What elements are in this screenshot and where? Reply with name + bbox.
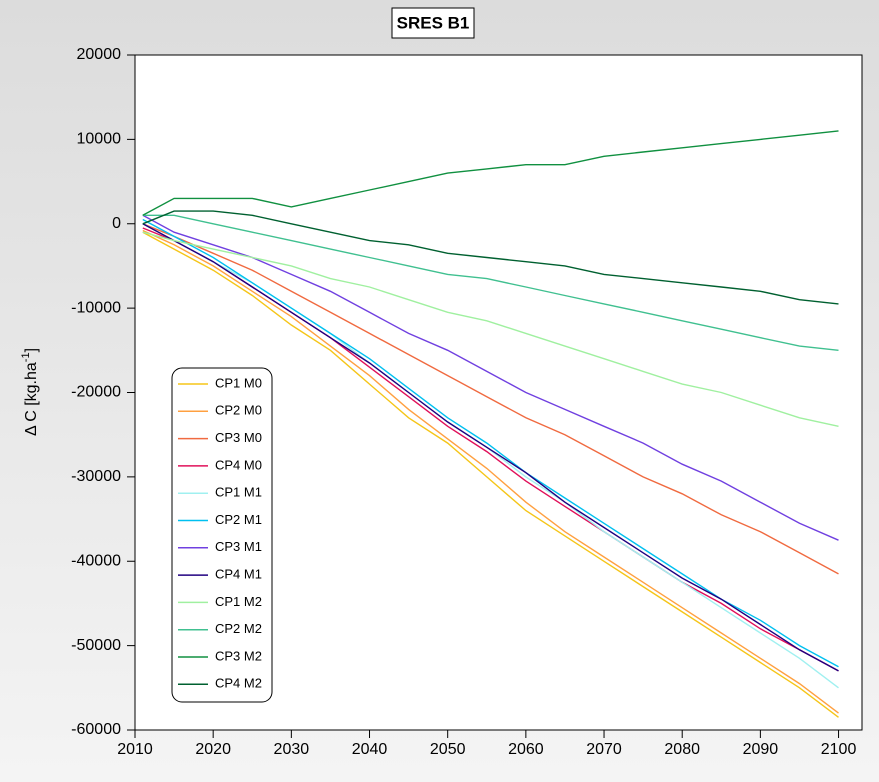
y-tick-label: -20000 xyxy=(71,384,121,401)
x-tick-label: 2080 xyxy=(664,741,700,758)
chart-title: SRES B1 xyxy=(397,13,470,32)
series-line xyxy=(142,229,839,714)
y-tick-label: 20000 xyxy=(77,46,122,63)
legend-box xyxy=(171,367,273,703)
legend-label: CP1 M2 xyxy=(215,594,262,609)
series-line xyxy=(142,214,839,351)
x-tick-label: 2090 xyxy=(743,741,779,758)
x-tick-label: 2030 xyxy=(274,741,310,758)
y-tick-label: 0 xyxy=(112,215,121,232)
y-tick-label: -30000 xyxy=(71,468,121,485)
legend-label: CP1 M1 xyxy=(215,485,262,500)
x-tick-label: 2020 xyxy=(195,741,231,758)
legend-label: CP3 M1 xyxy=(215,539,262,554)
x-tick-label: 2050 xyxy=(430,741,466,758)
y-label-end: ] xyxy=(23,348,40,352)
x-tick-label: 2100 xyxy=(821,741,857,758)
legend-label: CP4 M0 xyxy=(215,457,262,472)
y-tick-label: -10000 xyxy=(71,299,121,316)
y-label-main: Δ C [kg.ha xyxy=(23,362,40,436)
legend-label: CP2 M1 xyxy=(215,512,262,527)
y-label-sup: -1 xyxy=(20,352,32,362)
series-line xyxy=(142,130,839,216)
plot xyxy=(142,130,839,718)
title-box xyxy=(391,7,475,39)
x-tick-label: 2040 xyxy=(352,741,388,758)
y-tick-label: 10000 xyxy=(77,131,122,148)
x-tick-label: 2010 xyxy=(117,741,153,758)
y-tick-label: -60000 xyxy=(71,721,121,738)
legend-label: CP3 M0 xyxy=(215,430,262,445)
legend-label: CP3 M2 xyxy=(215,648,262,663)
legend-label: CP2 M0 xyxy=(215,403,262,418)
legend-label: CP4 M2 xyxy=(215,676,262,691)
y-axis-label: Δ C [kg.ha-1] xyxy=(20,348,40,436)
x-tick-label: 2060 xyxy=(508,741,544,758)
legend-label: CP1 M0 xyxy=(215,375,262,390)
series-line xyxy=(142,223,839,672)
x-tick-label: 2070 xyxy=(586,741,622,758)
y-tick-label: -50000 xyxy=(71,637,121,654)
series-line xyxy=(142,223,839,575)
y-tick-label: -40000 xyxy=(71,552,121,569)
legend-label: CP2 M2 xyxy=(215,621,262,636)
legend: CP1 M0 CP2 M0 CP3 M0 CP4 M0 CP1 M1 CP2 M1 CP3 … xyxy=(171,367,273,703)
series-line xyxy=(142,210,839,305)
series-line xyxy=(142,231,839,427)
legend-label: CP4 M1 xyxy=(215,567,262,582)
series-line xyxy=(142,231,839,718)
